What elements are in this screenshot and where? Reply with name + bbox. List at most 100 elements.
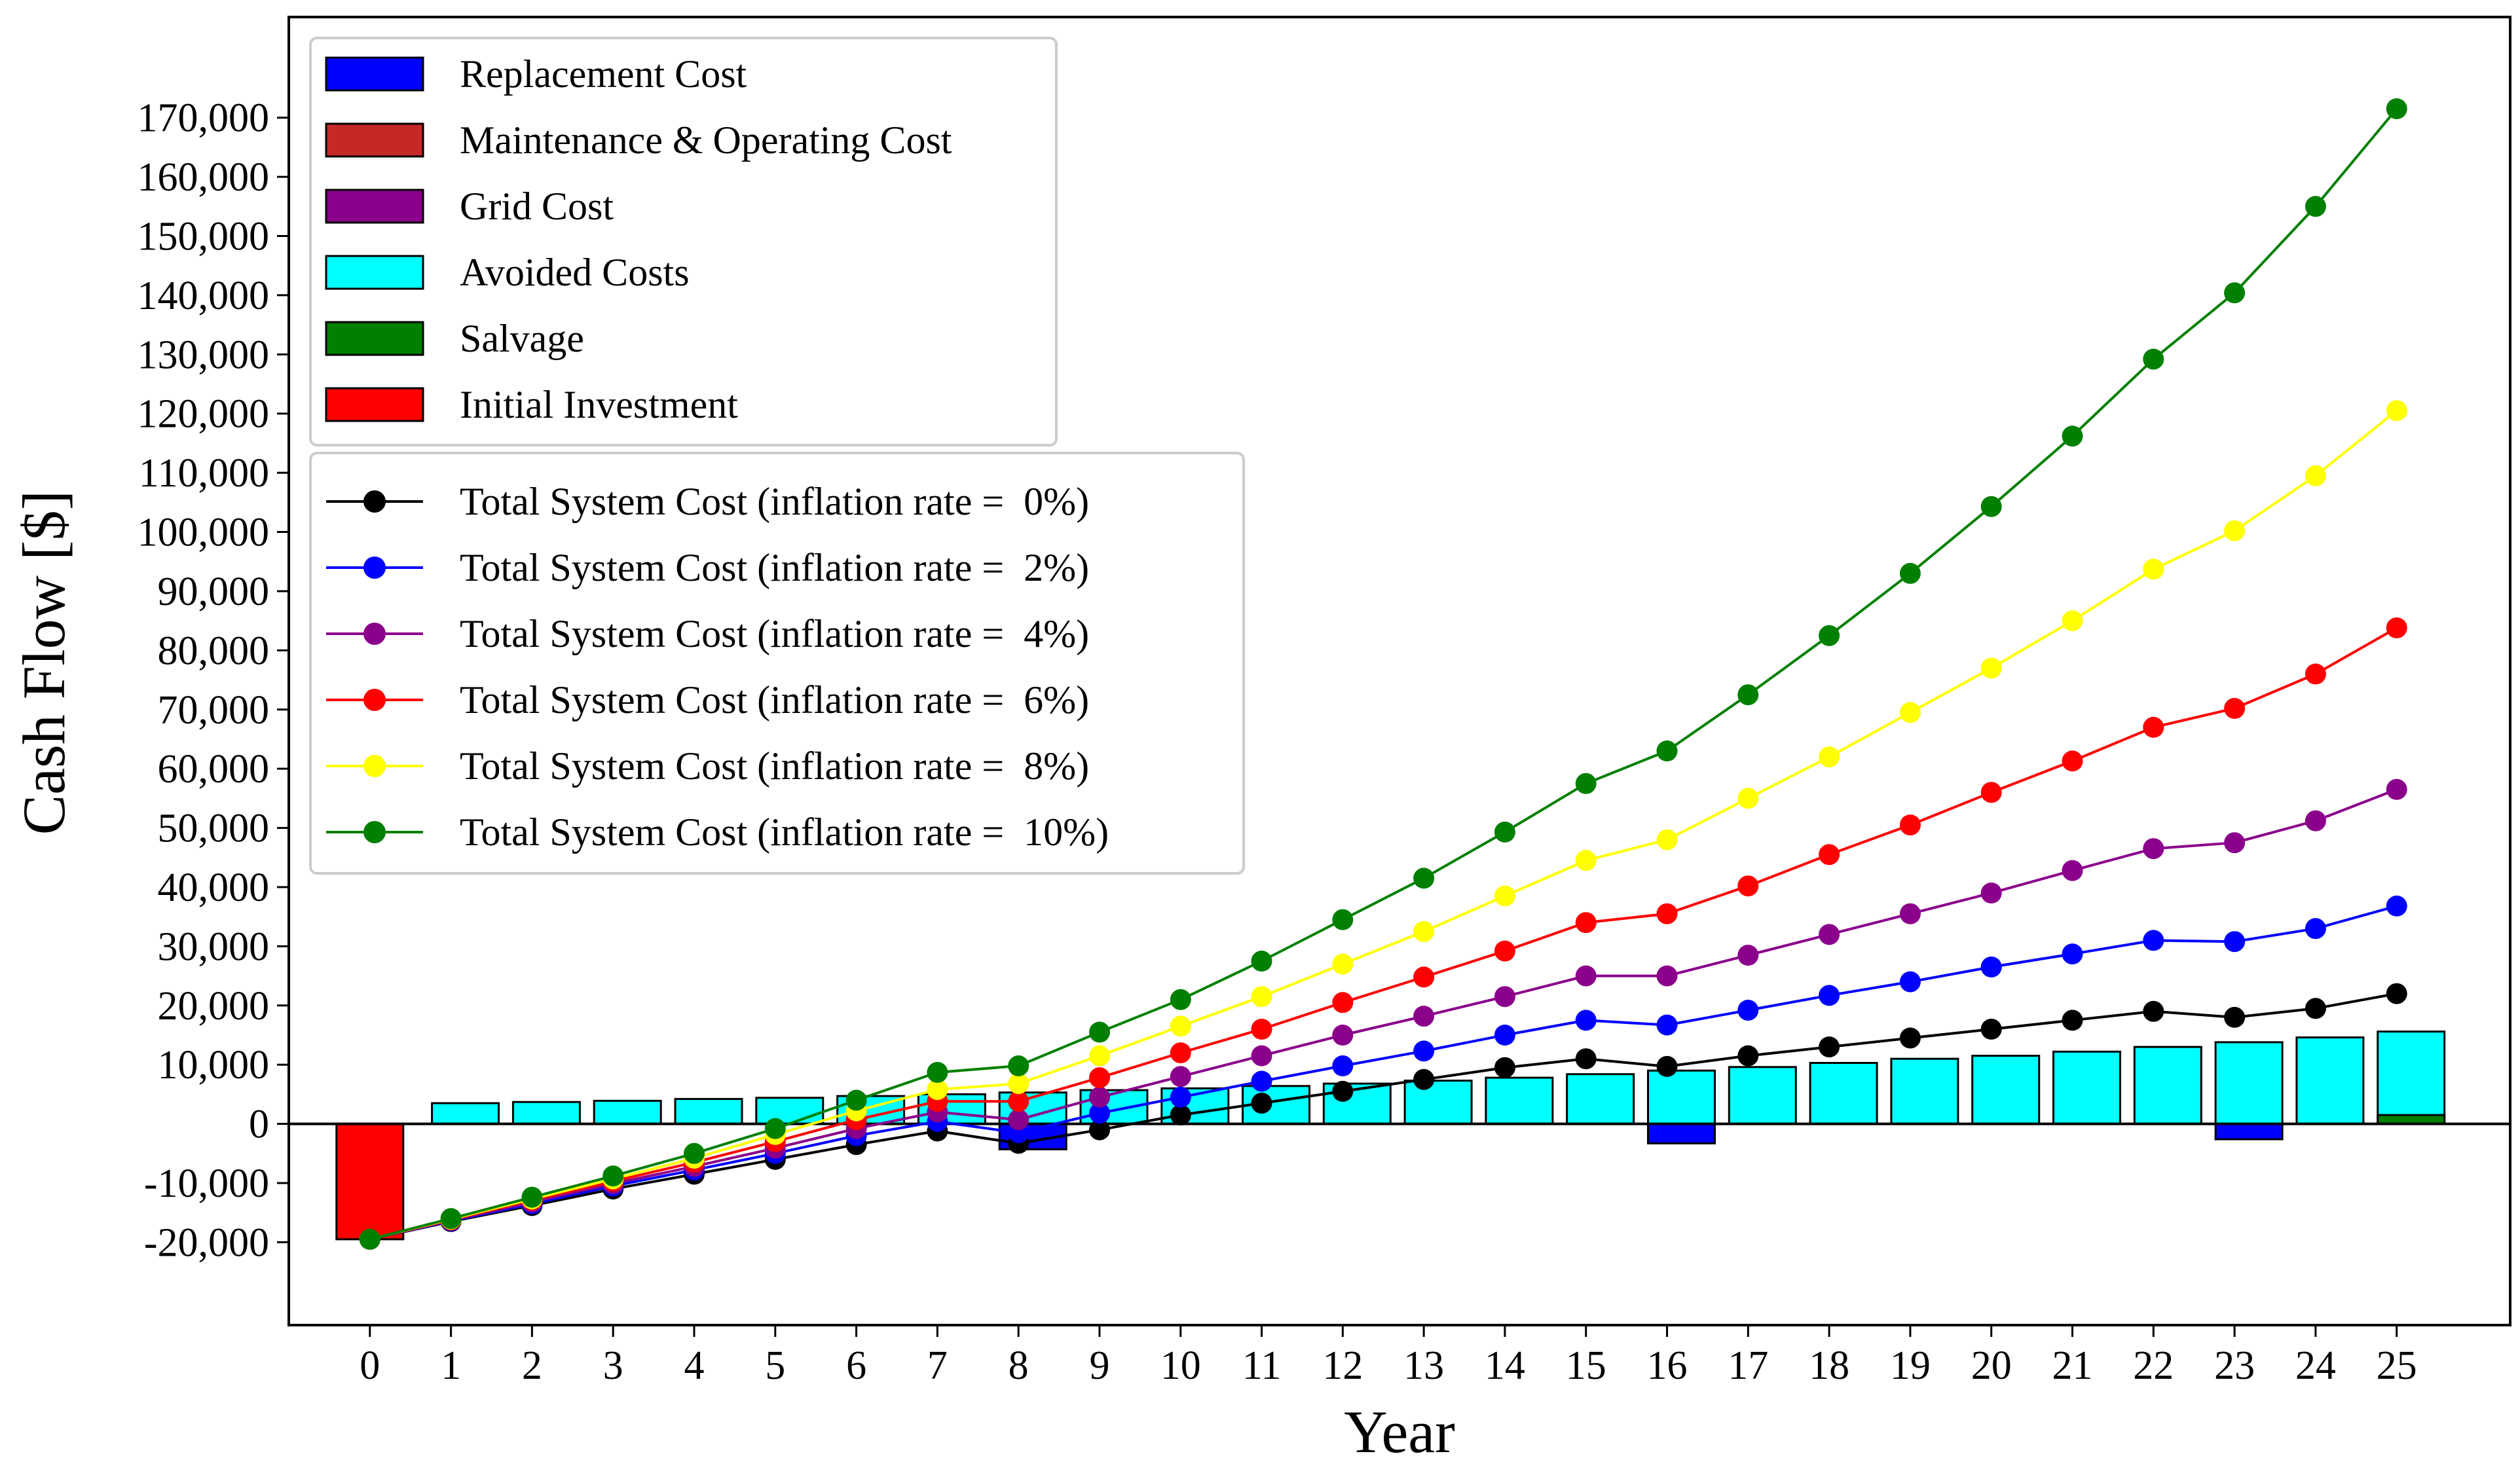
line-inflation-8-point-10 (1170, 1015, 1191, 1037)
legend-swatch-0 (325, 56, 424, 92)
bar-avoided-costs-1 (431, 1102, 500, 1125)
line-inflation-10-point-13 (1413, 867, 1435, 889)
line-inflation-4-point-19 (1899, 903, 1921, 924)
y-tick-label-160000: 160,000 (138, 155, 270, 200)
line-inflation-8-point-21 (2062, 610, 2083, 632)
bar-avoided-costs-21 (2052, 1050, 2121, 1125)
legend-label-bar-3: Avoided Costs (460, 251, 690, 294)
legend-bars-frame (309, 37, 1058, 447)
line-inflation-10-point-17 (1737, 684, 1759, 706)
x-tick-label-15: 15 (1566, 1343, 1606, 1388)
line-inflation-10-point-16 (1656, 740, 1678, 761)
line-inflation-4-point-17 (1737, 945, 1759, 966)
legend-label-bar-2: Grid Cost (460, 185, 614, 228)
line-inflation-6-point-9 (1089, 1067, 1110, 1089)
line-inflation-4-point-13 (1413, 1006, 1435, 1027)
line-inflation-2-point-22 (2143, 930, 2164, 951)
y-tick-label-10000: 10,000 (158, 1043, 270, 1087)
legend-label-bar-4: Salvage (460, 317, 584, 360)
line-inflation-4-point-8 (1008, 1109, 1029, 1131)
line-inflation-4-point-23 (2224, 832, 2246, 854)
line-inflation-8-point-13 (1413, 921, 1435, 942)
line-inflation-0-point-20 (1980, 1019, 2002, 1040)
bar-avoided-costs-16 (1647, 1069, 1716, 1125)
line-inflation-10-point-20 (1980, 496, 2002, 517)
line-inflation-4-point-11 (1251, 1045, 1272, 1067)
line-inflation-4-point-16 (1656, 965, 1678, 987)
y-tick-label-150000: 150,000 (138, 215, 270, 259)
line-inflation-6-point-17 (1737, 875, 1759, 897)
line-inflation-8-point-25 (2386, 400, 2407, 422)
bar-avoided-costs-14 (1485, 1076, 1554, 1125)
bar-avoided-costs-15 (1566, 1073, 1635, 1125)
line-inflation-0-point-19 (1899, 1027, 1921, 1049)
line-inflation-6-point-20 (1980, 782, 2002, 803)
y-tick-label--20000: -20,000 (144, 1220, 269, 1265)
bars-layer (335, 1030, 2446, 1241)
line-inflation-10-point-1 (440, 1208, 462, 1230)
line-inflation-10-point-18 (1819, 625, 1840, 646)
legend-label-line-1: Total System Cost (inflation rate = 2%) (460, 546, 1089, 589)
line-inflation-6-point-19 (1899, 814, 1921, 836)
line-inflation-10-point-12 (1332, 909, 1354, 930)
x-tick-label-8: 8 (1009, 1343, 1029, 1388)
line-inflation-8-point-8 (1008, 1073, 1029, 1095)
legend-bar-series: Replacement Cost Maintenance & Operating … (309, 37, 1058, 447)
line-inflation-2-point-19 (1899, 971, 1921, 993)
y-tick-label-130000: 130,000 (138, 333, 270, 377)
line-inflation-10-point-7 (927, 1062, 948, 1083)
x-tick-label-22: 22 (2133, 1343, 2174, 1388)
bar-avoided-costs-25 (2377, 1030, 2446, 1125)
legend-marker-0 (363, 490, 386, 513)
legend-label-bar-0: Replacement Cost (460, 52, 747, 96)
x-tick-label-12: 12 (1322, 1343, 1363, 1388)
line-inflation-0-point-21 (2062, 1010, 2083, 1031)
x-tick-label-19: 19 (1890, 1343, 1931, 1388)
line-inflation-0-point-16 (1656, 1055, 1678, 1077)
line-inflation-10-point-4 (684, 1142, 705, 1164)
line-inflation-4-point-24 (2305, 810, 2326, 831)
line-inflation-4-point-9 (1089, 1086, 1110, 1108)
x-tick-label-17: 17 (1728, 1343, 1768, 1388)
legend-lines-frame (309, 452, 1245, 875)
line-inflation-6-point-16 (1656, 903, 1678, 924)
line-inflation-4 (369, 788, 2398, 1241)
x-axis-title: Year (1344, 1398, 1455, 1465)
x-tick-label-3: 3 (603, 1343, 623, 1388)
bar-replacement-cost-16 (1647, 1123, 1716, 1144)
line-inflation-0-point-23 (2224, 1006, 2246, 1028)
line-inflation-6-point-13 (1413, 966, 1435, 988)
line-inflation-10-point-21 (2062, 426, 2083, 447)
legend-swatch-3 (325, 255, 424, 290)
line-inflation-2-point-12 (1332, 1055, 1354, 1076)
line-inflation-8 (369, 409, 2398, 1241)
line-inflation-6-point-18 (1819, 844, 1840, 866)
line-inflation-0-point-17 (1737, 1045, 1759, 1067)
line-inflation-8-point-11 (1251, 986, 1272, 1008)
x-tick-label-9: 9 (1089, 1343, 1109, 1388)
line-inflation-0-point-24 (2305, 998, 2326, 1019)
line-inflation-2-point-13 (1413, 1040, 1435, 1062)
line-inflation-10-point-25 (2386, 98, 2407, 120)
line-inflation-2-point-17 (1737, 1000, 1759, 1021)
line-inflation-0-point-11 (1251, 1093, 1272, 1114)
line-inflation-10 (369, 107, 2398, 1241)
bar-avoided-costs-13 (1403, 1080, 1473, 1125)
x-tick-label-23: 23 (2214, 1343, 2255, 1388)
line-inflation-10-point-8 (1008, 1055, 1029, 1076)
line-inflation-8-point-9 (1089, 1045, 1110, 1067)
x-tick-label-4: 4 (684, 1343, 704, 1388)
bar-replacement-cost-23 (2214, 1123, 2284, 1140)
line-inflation-10-point-2 (521, 1186, 543, 1208)
legend-label-line-4: Total System Cost (inflation rate = 8%) (460, 744, 1089, 788)
legend-swatch-1 (325, 122, 424, 158)
line-inflation-4-point-22 (2143, 838, 2164, 860)
line-inflation-8-point-18 (1819, 746, 1840, 768)
line-inflation-10-point-5 (764, 1118, 786, 1139)
line-inflation-10-point-19 (1899, 562, 1921, 584)
bar-avoided-costs-23 (2214, 1041, 2284, 1125)
line-inflation-8-point-12 (1332, 953, 1354, 975)
y-tick-label-140000: 140,000 (138, 274, 270, 318)
line-inflation-10-point-10 (1170, 989, 1191, 1010)
